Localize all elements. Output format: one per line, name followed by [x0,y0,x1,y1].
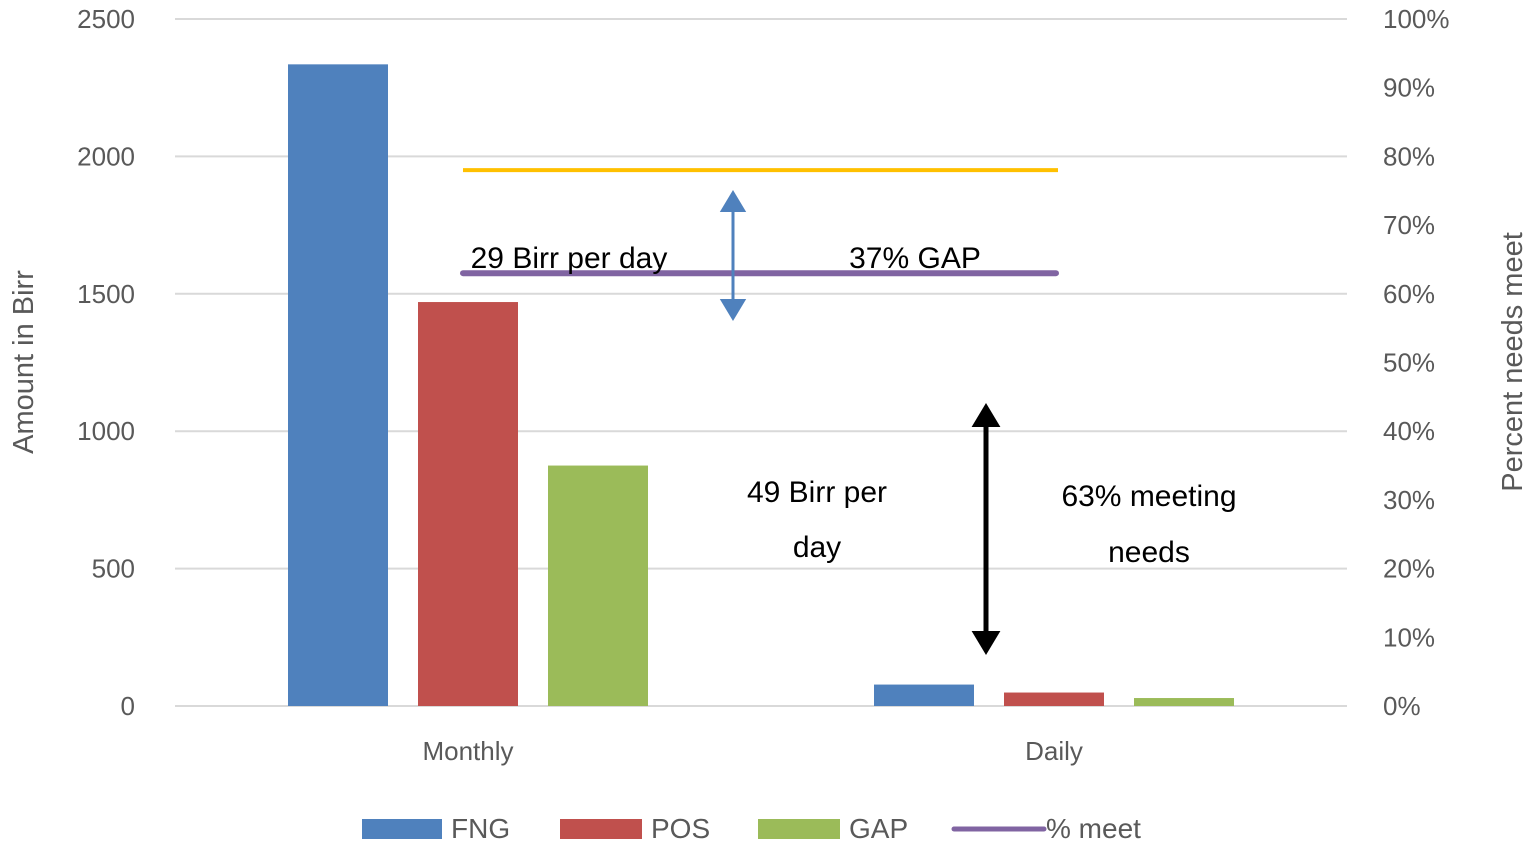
gap-arrow [719,190,747,321]
arrow-head-up [719,190,747,212]
y2-tick-label: 60% [1383,279,1435,309]
reference-lines [460,168,1059,277]
meet-arrow [971,403,1001,655]
bar-pos-daily [1004,692,1104,706]
category-labels: Monthly Daily [422,736,1082,766]
arrow-head-up [971,403,1001,427]
y2-tick-label: 30% [1383,485,1435,515]
annotation-gap-per-day: 29 Birr per day [471,242,668,275]
y2-tick-label: 40% [1383,416,1435,446]
left-axis-ticks: 0 500 1000 1500 2000 2500 [77,4,135,721]
x-tick-label: Daily [1025,736,1083,766]
annotation-pos-per-day-line2: day [793,531,841,564]
y2-tick-label: 80% [1383,141,1435,171]
bar-fng-daily [874,684,974,706]
right-axis-ticks: 0% 10% 20% 30% 40% 50% 60% 70% 80% 90% 100% [1383,4,1450,721]
bar-pos-monthly [418,302,518,706]
legend-swatch-gap [758,819,840,839]
arrow-head-down [719,299,747,321]
x-tick-label: Monthly [422,736,513,766]
legend: FNG POS GAP % meet [362,813,1141,844]
annotation-arrows [719,190,1001,655]
bars [288,64,1234,707]
y-tick-label: 1000 [77,416,135,446]
y-tick-label: 500 [92,554,135,584]
y2-tick-label: 100% [1383,4,1450,34]
annotation-gap-percent: 37% GAP [849,242,981,275]
y-tick-label: 0 [121,691,135,721]
annotation-meet-line2: needs [1108,536,1190,569]
y2-tick-label: 70% [1383,210,1435,240]
y-axis-title: Amount in Birr [8,270,40,454]
y2-tick-label: 20% [1383,554,1435,584]
legend-label-fng: FNG [451,813,510,844]
y2-tick-label: 90% [1383,73,1435,103]
y2-axis-title: Percent needs meet [1497,232,1529,492]
legend-swatch-fng [362,819,442,839]
legend-label-meet: % meet [1046,813,1141,844]
arrow-head-down [971,631,1001,655]
y-tick-label: 2000 [77,141,135,171]
y-tick-label: 1500 [77,279,135,309]
y2-tick-label: 50% [1383,348,1435,378]
annotation-meet-line1: 63% meeting [1061,480,1236,513]
legend-label-pos: POS [651,813,710,844]
legend-label-gap: GAP [849,813,908,844]
y2-tick-label: 10% [1383,622,1435,652]
bar-gap-daily [1134,698,1234,706]
y2-tick-label: 0% [1383,691,1421,721]
bar-fng-monthly [288,64,388,707]
y-tick-label: 2500 [77,4,135,34]
annotation-pos-per-day-line1: 49 Birr per [747,476,887,509]
legend-swatch-pos [560,819,642,839]
bar-gap-monthly [548,465,648,706]
